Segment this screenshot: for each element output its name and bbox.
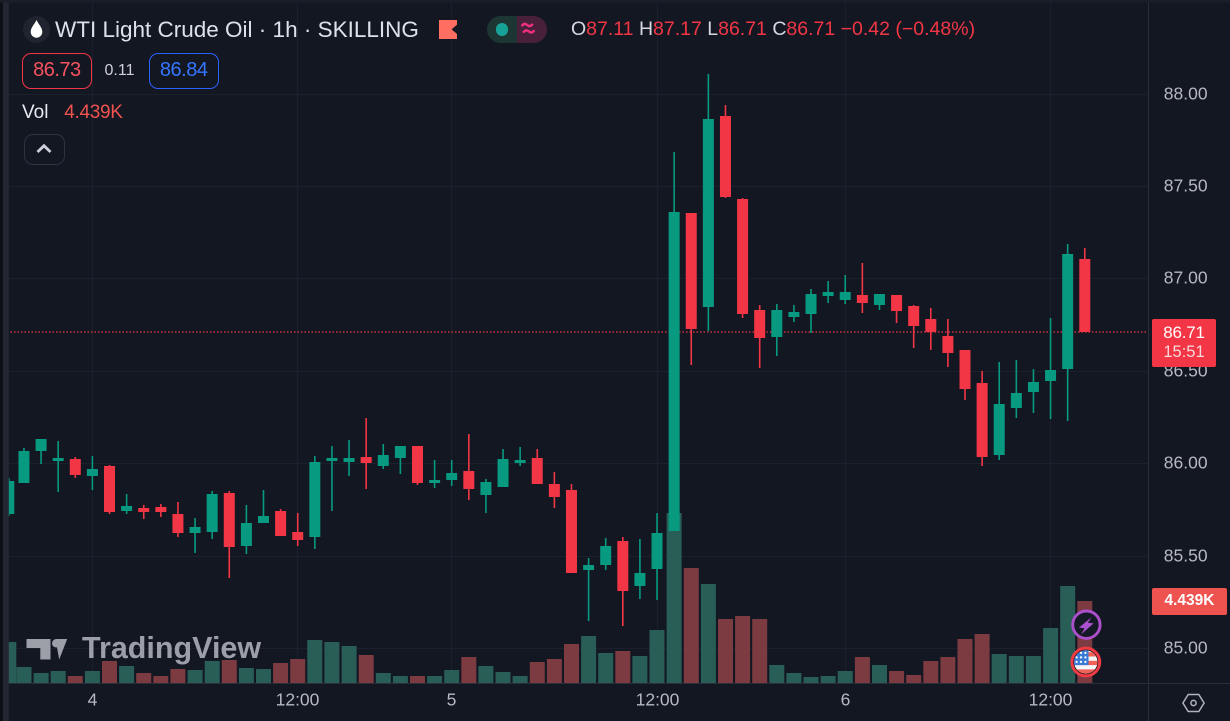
- svg-text:TradingView: TradingView: [82, 631, 261, 665]
